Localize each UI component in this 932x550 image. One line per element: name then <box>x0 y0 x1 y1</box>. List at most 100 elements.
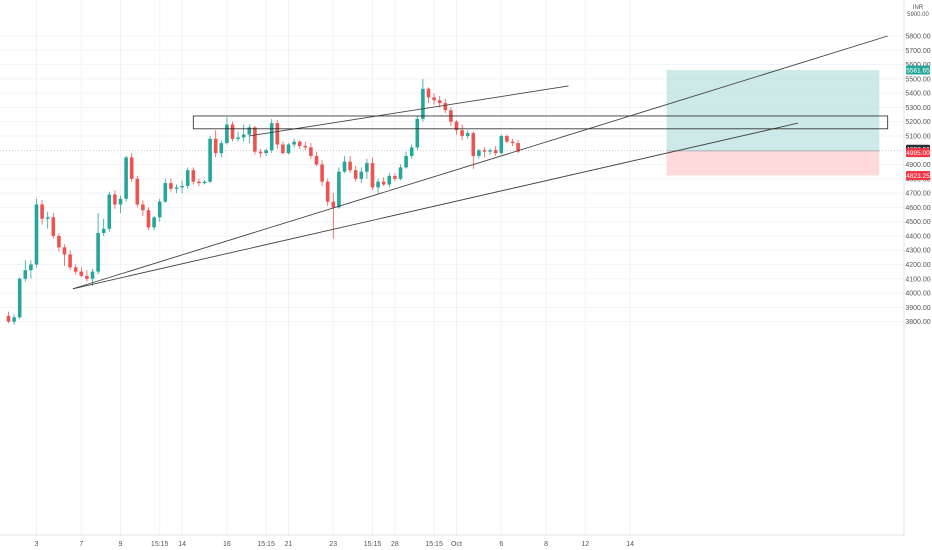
candle-body-74 <box>421 88 425 119</box>
candle-body-86 <box>488 150 492 152</box>
candle-body-84 <box>477 150 481 156</box>
candle-body-80 <box>454 121 459 131</box>
candle-body-5 <box>34 204 39 265</box>
candle-body-17 <box>101 228 106 234</box>
y-tick-label-19: 3800.00 <box>905 319 930 326</box>
candle-body-77 <box>437 100 442 104</box>
x-tick-label-7: 21 <box>285 541 293 548</box>
x-tick-label-10: 28 <box>391 541 399 548</box>
candle-body-11 <box>68 254 72 268</box>
candle-body-82 <box>465 133 470 136</box>
candle-body-85 <box>482 150 487 152</box>
candle-body-8 <box>51 217 56 236</box>
candle-body-36 <box>208 138 212 182</box>
x-tick-label-0: 3 <box>35 541 39 548</box>
candle-body-76 <box>432 97 436 101</box>
candle-body-69 <box>393 175 397 179</box>
candle-body-27 <box>157 201 162 218</box>
x-tick-label-16: 14 <box>626 541 634 548</box>
x-tick-label-4: 14 <box>178 541 186 548</box>
candle-body-3 <box>23 270 28 279</box>
candle-body-68 <box>387 175 392 185</box>
candle-body-49 <box>281 144 285 154</box>
candle-body-28 <box>163 183 168 202</box>
resistance-zone <box>192 115 889 130</box>
position-zones <box>0 70 904 176</box>
candle-body-87 <box>493 150 498 154</box>
candle-body-45 <box>258 151 263 154</box>
trendline-0 <box>72 35 888 290</box>
x-tick-label-14: 8 <box>544 541 548 548</box>
candle-body-22 <box>129 157 134 179</box>
candle-body-44 <box>253 127 257 152</box>
candle-body-73 <box>415 118 420 148</box>
candle-body-21 <box>124 157 128 199</box>
trendline-1 <box>72 122 799 290</box>
candle-body-63 <box>359 171 364 179</box>
candle-body-0 <box>6 315 11 322</box>
x-tick-label-2: 9 <box>119 541 123 548</box>
candle-body-64 <box>365 163 369 172</box>
candle-body-70 <box>398 167 403 179</box>
candle-body-26 <box>152 217 156 228</box>
candle-body-37 <box>213 138 218 154</box>
y-tick-label-12: 4500.00 <box>905 219 930 226</box>
candle-body-25 <box>146 210 151 228</box>
candle-body-4 <box>29 264 33 271</box>
candle-body-57 <box>325 181 330 202</box>
candle-body-41 <box>236 137 240 139</box>
x-tick-label-9: 15:15 <box>364 541 382 548</box>
candle-body-71 <box>404 155 408 168</box>
y-tick-label-8: 4900.00 <box>905 162 930 169</box>
candles <box>6 78 520 325</box>
y-tick-label-1: 5700.00 <box>905 48 930 55</box>
candle-body-24 <box>141 204 145 211</box>
y-tick-label-16: 4100.00 <box>905 276 930 283</box>
candle-body-38 <box>219 143 224 154</box>
y-tick-label-10: 4700.00 <box>905 191 930 198</box>
y-tick-label-18: 3900.00 <box>905 305 930 312</box>
candle-body-9 <box>57 235 61 248</box>
price-badge-2 <box>906 148 930 158</box>
candle-body-88 <box>499 135 504 154</box>
grid <box>0 0 904 535</box>
candle-body-7 <box>45 217 50 219</box>
candle-body-78 <box>443 103 448 111</box>
y-tick-label-7: 5100.00 <box>905 133 930 140</box>
candle-body-46 <box>264 150 268 154</box>
candle-body-33 <box>191 170 196 182</box>
x-tick-label-15: 12 <box>581 541 589 548</box>
candle-body-35 <box>202 181 207 184</box>
x-tick-label-8: 23 <box>329 541 337 548</box>
candle-body-91 <box>516 143 520 152</box>
candle-body-32 <box>185 170 190 186</box>
candle-body-62 <box>353 170 358 179</box>
time-axis[interactable]: 3 7 9 15:15 14 16 15:15 21 23 15:15 28 15:15 Oct 6 8 12… <box>35 541 635 548</box>
candle-body-65 <box>370 163 375 188</box>
x-tick-label-5: 16 <box>223 541 231 548</box>
candle-body-18 <box>107 194 112 229</box>
y-tick-label-11: 4600.00 <box>905 205 930 212</box>
candle-body-58 <box>331 201 336 208</box>
price-badge-0 <box>906 65 930 75</box>
candle-body-39 <box>225 124 229 144</box>
y-tick-label-6: 5200.00 <box>905 119 930 126</box>
y-tick-label-17: 4000.00 <box>905 291 930 298</box>
candle-body-40 <box>230 124 235 139</box>
y-tick-label-15: 4200.00 <box>905 262 930 269</box>
candle-body-67 <box>381 181 386 185</box>
candle-body-50 <box>286 144 291 154</box>
candle-body-34 <box>197 181 201 184</box>
y-tick-label-14: 4300.00 <box>905 248 930 255</box>
candle-body-61 <box>348 161 352 171</box>
candle-body-51 <box>292 141 296 145</box>
x-tick-label-6: 15:15 <box>257 541 275 548</box>
candle-body-52 <box>297 141 302 146</box>
candle-body-53 <box>303 145 308 148</box>
candle-body-60 <box>342 161 347 172</box>
trendline-2 <box>249 85 569 137</box>
x-tick-label-3: 15:15 <box>151 541 169 548</box>
y-tick-label-3: 5500.00 <box>905 76 930 83</box>
